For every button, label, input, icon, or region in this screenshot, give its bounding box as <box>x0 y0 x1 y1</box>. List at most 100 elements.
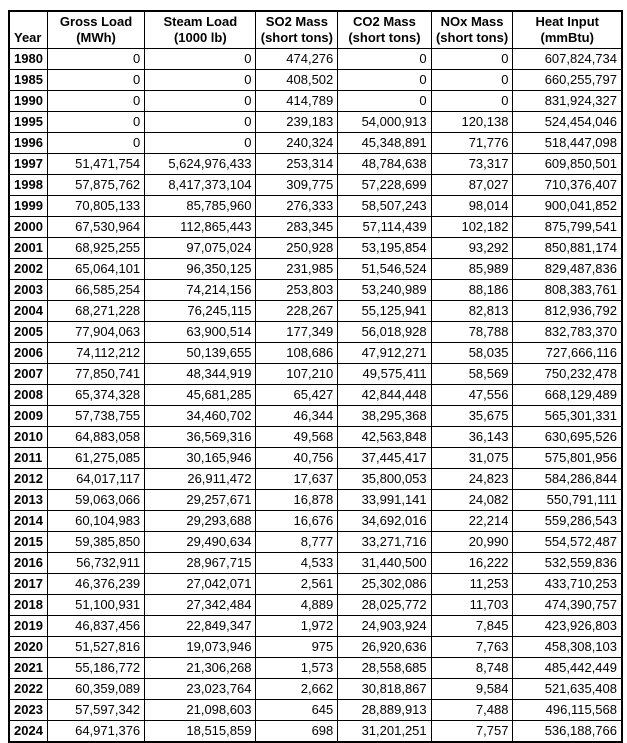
nox-mass-cell: 9,584 <box>430 678 514 700</box>
so2-mass-cell: 49,568 <box>255 426 339 448</box>
so2-mass-cell: 108,686 <box>255 342 339 364</box>
nox-mass-cell: 58,569 <box>430 363 514 385</box>
page: Year Gross Load (MWh) Steam Load (1000 l… <box>8 10 623 743</box>
table-row: 2000 67,530,964 112,865,443 283,345 57,1… <box>8 216 623 238</box>
so2-mass-cell: 250,928 <box>255 237 339 259</box>
nox-mass-cell: 98,014 <box>430 195 514 217</box>
steam-load-cell: 76,245,115 <box>144 300 257 322</box>
year-cell: 1985 <box>8 69 48 91</box>
table-body: 1980 0 0 474,276 0 0 607,824,734 1985 0 … <box>8 48 623 743</box>
co2-mass-cell: 33,271,716 <box>337 531 432 553</box>
co2-mass-cell: 37,445,417 <box>337 447 432 469</box>
steam-load-cell: 0 <box>144 111 257 133</box>
gross-load-cell: 60,104,983 <box>46 510 146 532</box>
steam-load-cell: 85,785,960 <box>144 195 257 217</box>
table-row: 2021 55,186,772 21,306,268 1,573 28,558,… <box>8 657 623 679</box>
table-row: 2008 65,374,328 45,681,285 65,427 42,844… <box>8 384 623 406</box>
co2-mass-cell: 28,025,772 <box>337 594 432 616</box>
table-row: 2013 59,063,066 29,257,671 16,878 33,991… <box>8 489 623 511</box>
nox-mass-cell: 24,823 <box>430 468 514 490</box>
heat-input-cell: 559,286,543 <box>512 510 623 532</box>
year-cell: 2002 <box>8 258 48 280</box>
so2-mass-cell: 4,889 <box>255 594 339 616</box>
nox-mass-cell: 71,776 <box>430 132 514 154</box>
gross-load-cell: 60,359,089 <box>46 678 146 700</box>
nox-mass-cell: 82,813 <box>430 300 514 322</box>
gross-load-cell: 68,925,255 <box>46 237 146 259</box>
gross-load-cell: 51,527,816 <box>46 636 146 658</box>
year-cell: 2019 <box>8 615 48 637</box>
heat-input-cell: 554,572,487 <box>512 531 623 553</box>
nox-mass-cell: 47,556 <box>430 384 514 406</box>
gross-load-cell: 61,275,085 <box>46 447 146 469</box>
steam-load-cell: 45,681,285 <box>144 384 257 406</box>
table-row: 2011 61,275,085 30,165,946 40,756 37,445… <box>8 447 623 469</box>
heat-input-cell: 710,376,407 <box>512 174 623 196</box>
header-line2: (short tons) <box>435 30 509 45</box>
gross-load-cell: 64,017,117 <box>46 468 146 490</box>
heat-input-cell: 474,390,757 <box>512 594 623 616</box>
table-row: 2010 64,883,058 36,569,316 49,568 42,563… <box>8 426 623 448</box>
steam-load-cell: 27,042,071 <box>144 573 257 595</box>
nox-mass-cell: 0 <box>430 69 514 91</box>
table-header: Year Gross Load (MWh) Steam Load (1000 l… <box>8 10 623 49</box>
steam-load-cell: 22,849,347 <box>144 615 257 637</box>
nox-mass-cell: 22,214 <box>430 510 514 532</box>
so2-mass-cell: 1,972 <box>255 615 339 637</box>
gross-load-cell: 57,738,755 <box>46 405 146 427</box>
header-line1: NOx Mass <box>440 14 504 29</box>
heat-input-cell: 808,383,761 <box>512 279 623 301</box>
steam-load-cell: 29,490,634 <box>144 531 257 553</box>
nox-mass-cell: 7,763 <box>430 636 514 658</box>
so2-mass-cell: 177,349 <box>255 321 339 343</box>
table-row: 2017 46,376,239 27,042,071 2,561 25,302,… <box>8 573 623 595</box>
co2-mass-cell: 25,302,086 <box>337 573 432 595</box>
steam-load-cell: 21,098,603 <box>144 699 257 721</box>
steam-load-cell: 48,344,919 <box>144 363 257 385</box>
column-header-year: Year <box>8 10 48 49</box>
gross-load-cell: 65,064,101 <box>46 258 146 280</box>
table-row: 2014 60,104,983 29,293,688 16,676 34,692… <box>8 510 623 532</box>
table-row: 2024 64,971,376 18,515,859 698 31,201,25… <box>8 720 623 743</box>
year-cell: 2018 <box>8 594 48 616</box>
year-cell: 1980 <box>8 48 48 70</box>
emissions-data-table: Year Gross Load (MWh) Steam Load (1000 l… <box>8 10 623 743</box>
gross-load-cell: 51,471,754 <box>46 153 146 175</box>
table-row: 1998 57,875,762 8,417,373,104 309,775 57… <box>8 174 623 196</box>
column-header-nox-mass: NOx Mass (short tons) <box>430 10 514 49</box>
steam-load-cell: 0 <box>144 69 257 91</box>
year-cell: 1998 <box>8 174 48 196</box>
gross-load-cell: 59,063,066 <box>46 489 146 511</box>
gross-load-cell: 55,186,772 <box>46 657 146 679</box>
co2-mass-cell: 30,818,867 <box>337 678 432 700</box>
gross-load-cell: 57,597,342 <box>46 699 146 721</box>
year-cell: 2000 <box>8 216 48 238</box>
table-row: 2009 57,738,755 34,460,702 46,344 38,295… <box>8 405 623 427</box>
heat-input-cell: 660,255,797 <box>512 69 623 91</box>
co2-mass-cell: 58,507,243 <box>337 195 432 217</box>
co2-mass-cell: 48,784,638 <box>337 153 432 175</box>
header-line2: (1000 lb) <box>173 30 227 45</box>
so2-mass-cell: 309,775 <box>255 174 339 196</box>
gross-load-cell: 0 <box>46 111 146 133</box>
year-cell: 2005 <box>8 321 48 343</box>
gross-load-cell: 0 <box>46 69 146 91</box>
nox-mass-cell: 16,222 <box>430 552 514 574</box>
heat-input-cell: 875,799,541 <box>512 216 623 238</box>
heat-input-cell: 575,801,956 <box>512 447 623 469</box>
nox-mass-cell: 120,138 <box>430 111 514 133</box>
nox-mass-cell: 88,186 <box>430 279 514 301</box>
so2-mass-cell: 1,573 <box>255 657 339 679</box>
table-row: 2015 59,385,850 29,490,634 8,777 33,271,… <box>8 531 623 553</box>
gross-load-cell: 67,530,964 <box>46 216 146 238</box>
table-row: 1995 0 0 239,183 54,000,913 120,138 524,… <box>8 111 623 133</box>
gross-load-cell: 68,271,228 <box>46 300 146 322</box>
steam-load-cell: 19,073,946 <box>144 636 257 658</box>
co2-mass-cell: 33,991,141 <box>337 489 432 511</box>
column-header-steam-load: Steam Load (1000 lb) <box>144 10 257 49</box>
header-line2: (short tons) <box>348 30 421 45</box>
heat-input-cell: 458,308,103 <box>512 636 623 658</box>
nox-mass-cell: 102,182 <box>430 216 514 238</box>
steam-load-cell: 34,460,702 <box>144 405 257 427</box>
co2-mass-cell: 26,920,636 <box>337 636 432 658</box>
